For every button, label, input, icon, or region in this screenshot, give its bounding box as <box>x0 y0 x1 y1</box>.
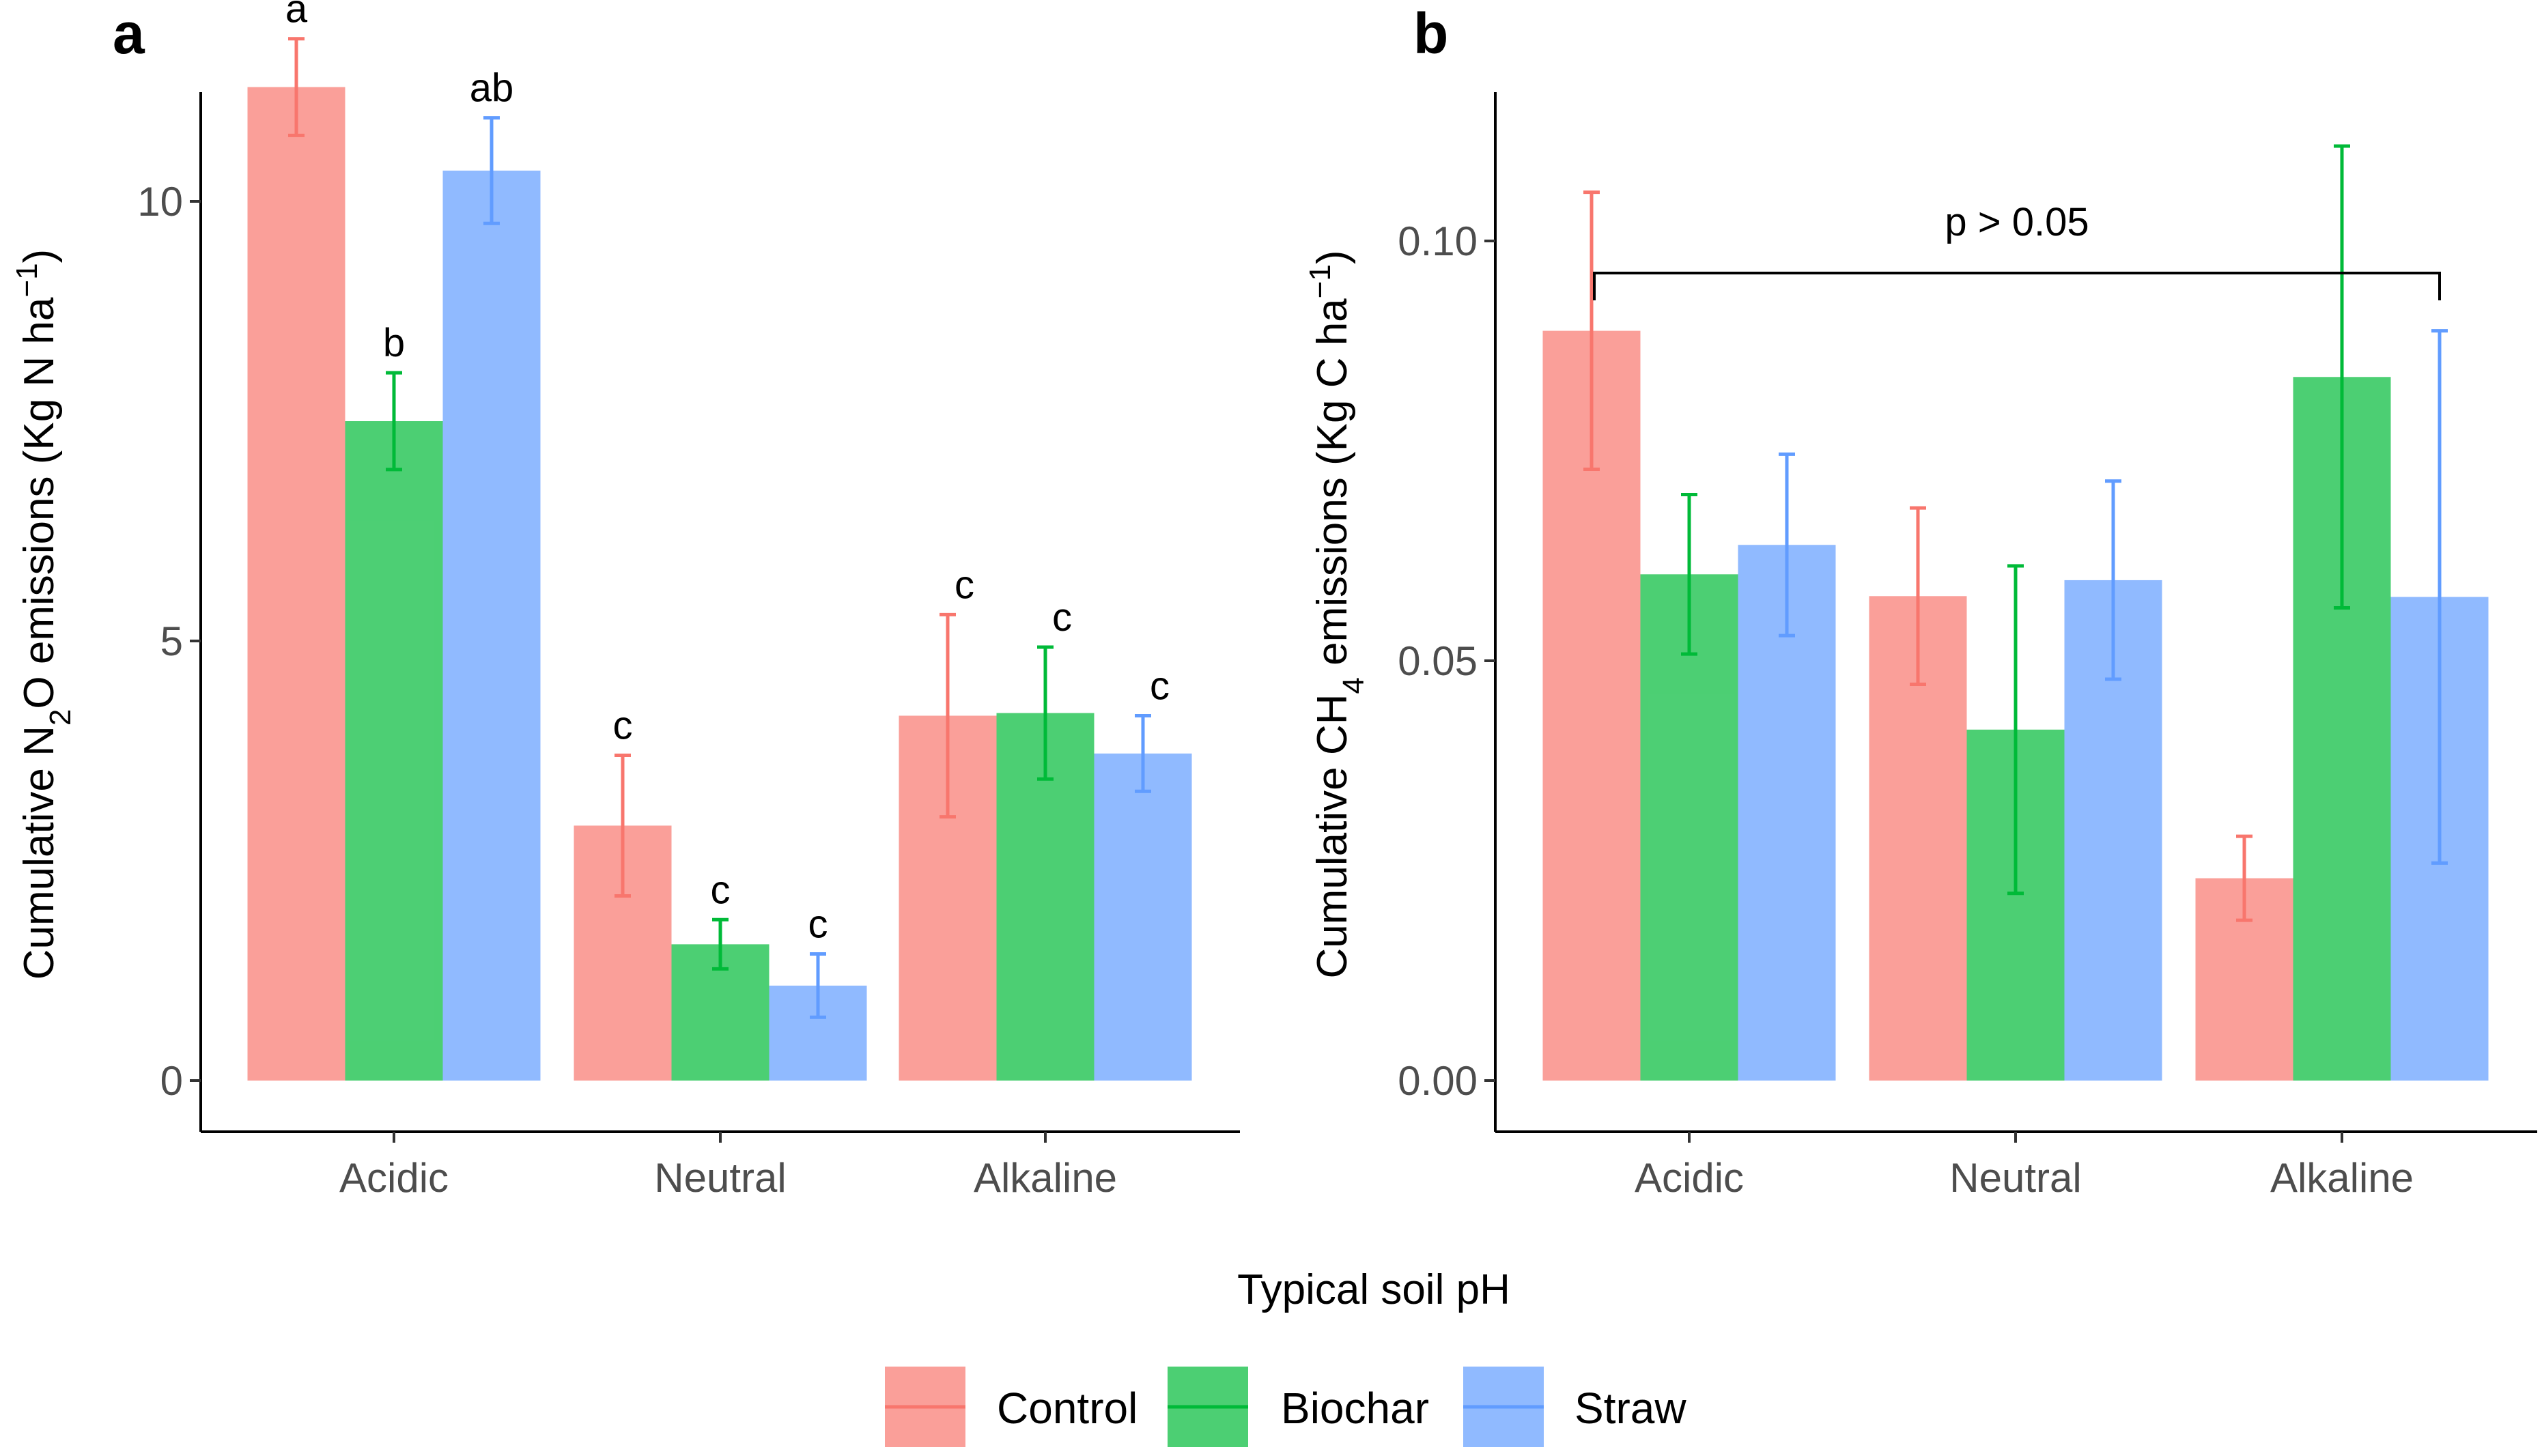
y-tick-label: 5 <box>160 618 183 664</box>
error-bar-biochar-neutral <box>712 917 729 971</box>
panel-b-error-bars <box>1583 144 2448 922</box>
bar-biochar-acidic <box>345 421 443 1081</box>
x-tick-label-neutral: Neutral <box>1949 1155 2081 1201</box>
legend-label-biochar: Biochar <box>1281 1384 1429 1433</box>
x-tick-label-acidic: Acidic <box>1635 1155 1744 1201</box>
panel-b-bars <box>1542 330 2489 1081</box>
legend-item-straw: Straw <box>1463 1367 1686 1447</box>
x-tick-label-neutral: Neutral <box>654 1155 786 1201</box>
error-bar-biochar-neutral <box>2007 564 2024 896</box>
error-bar-straw-neutral <box>2105 479 2121 681</box>
error-bar-straw-acidic <box>483 116 500 225</box>
sig-letter-control-alkaline: c <box>955 562 974 607</box>
panel-a-error-bars <box>288 37 1151 1019</box>
error-bar-control-alkaline <box>940 612 956 819</box>
shared-x-axis-title: Typical soil pH <box>1237 1266 1510 1313</box>
panel-b-chart: 0.00 0.05 0.10 Acidic Neutral Alkaline Cumul… <box>1303 92 2537 1201</box>
sig-letter-straw-neutral: c <box>808 902 828 947</box>
panel-b-x-ticks: Acidic Neutral Alkaline <box>1635 1132 2414 1201</box>
sig-letter-straw-acidic: ab <box>470 66 514 111</box>
sig-letter-biochar-alkaline: c <box>1052 595 1072 640</box>
error-bar-control-alkaline <box>2236 834 2253 922</box>
panel-a-y-ticks: 0 5 10 <box>137 179 201 1104</box>
x-tick-label-alkaline: Alkaline <box>974 1155 1117 1201</box>
legend-label-straw: Straw <box>1574 1384 1686 1433</box>
sig-letter-straw-alkaline: c <box>1150 663 1170 708</box>
y-tick-label: 10 <box>137 179 183 225</box>
legend-label-control: Control <box>997 1384 1138 1433</box>
bar-control-acidic <box>247 87 345 1081</box>
panel-a-x-ticks: Acidic Neutral Alkaline <box>339 1132 1117 1201</box>
y-tick-label: 0.05 <box>1398 638 1478 684</box>
error-bar-straw-acidic <box>1779 452 1795 638</box>
sig-letter-control-acidic: a <box>285 0 308 31</box>
p-value-bracket <box>1593 272 2441 300</box>
y-tick-label: 0.00 <box>1398 1058 1478 1104</box>
error-bar-straw-neutral <box>810 952 826 1019</box>
error-bar-control-acidic <box>288 37 305 137</box>
error-bar-biochar-alkaline <box>2334 144 2350 610</box>
legend: Control Biochar Straw <box>885 1367 1686 1447</box>
panel-a-bars <box>247 87 1192 1081</box>
sig-letter-control-neutral: c <box>613 703 633 747</box>
error-bar-biochar-acidic <box>386 371 402 472</box>
error-bar-biochar-alkaline <box>1037 645 1054 781</box>
x-tick-label-acidic: Acidic <box>339 1155 449 1201</box>
sig-letter-biochar-neutral: c <box>711 868 731 912</box>
bar-straw-acidic <box>442 170 541 1081</box>
panel-a-y-axis-title: Cumulative N2O emissions (Kg N ha−1) <box>10 249 77 980</box>
legend-item-biochar: Biochar <box>1168 1367 1429 1447</box>
panel-b-letter: b <box>1413 1 1448 66</box>
x-tick-label-alkaline: Alkaline <box>2270 1155 2414 1201</box>
y-tick-label: 0 <box>160 1058 183 1104</box>
panel-a-letter: a <box>113 1 145 66</box>
panel-b-y-axis-title: Cumulative CH4 emissions (Kg C ha−1) <box>1303 251 1370 979</box>
bar-straw-alkaline <box>1094 753 1192 1081</box>
error-bar-biochar-acidic <box>1681 492 1697 656</box>
p-value-annotation: p > 0.05 <box>1945 200 2089 244</box>
error-bar-straw-alkaline <box>2431 329 2448 865</box>
legend-item-control: Control <box>885 1367 1138 1447</box>
error-bar-control-neutral <box>1910 506 1926 686</box>
bar-biochar-acidic <box>1640 574 1738 1081</box>
sig-letter-biochar-acidic: b <box>383 321 405 365</box>
y-tick-label: 0.10 <box>1398 218 1478 264</box>
panel-b-y-ticks: 0.00 0.05 0.10 <box>1398 218 1495 1104</box>
error-bar-control-neutral <box>615 753 631 898</box>
error-bar-control-acidic <box>1583 190 1600 472</box>
error-bar-straw-alkaline <box>1135 713 1151 793</box>
